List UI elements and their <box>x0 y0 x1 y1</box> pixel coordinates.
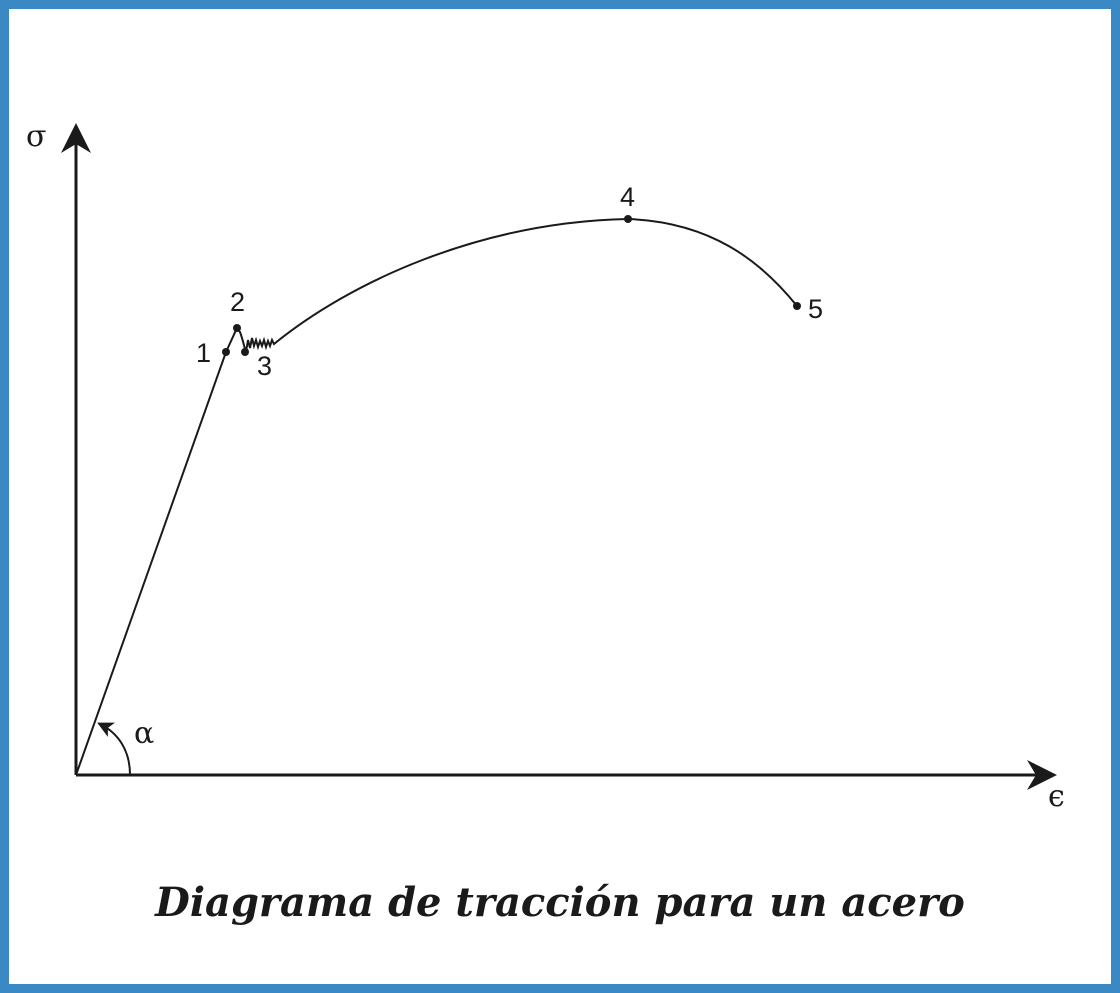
point-5-label: 5 <box>808 294 823 324</box>
angle-label: α <box>134 716 154 751</box>
point-3-marker <box>241 348 249 356</box>
point-2-label: 2 <box>230 287 245 317</box>
y-axis-label: σ <box>26 119 46 154</box>
point-1-label: 1 <box>196 338 211 368</box>
point-4-label: 4 <box>620 182 635 212</box>
angle-arc <box>97 722 131 776</box>
point-1-marker <box>222 348 230 356</box>
point-2-marker <box>233 324 241 332</box>
point-5-marker <box>793 302 801 310</box>
stress-strain-curve <box>75 217 798 776</box>
x-axis-label: ϵ <box>1048 779 1065 814</box>
diagram-caption: Diagrama de tracción para un acero <box>155 879 965 926</box>
point-4-marker <box>624 215 632 223</box>
point-3-label: 3 <box>257 351 272 381</box>
